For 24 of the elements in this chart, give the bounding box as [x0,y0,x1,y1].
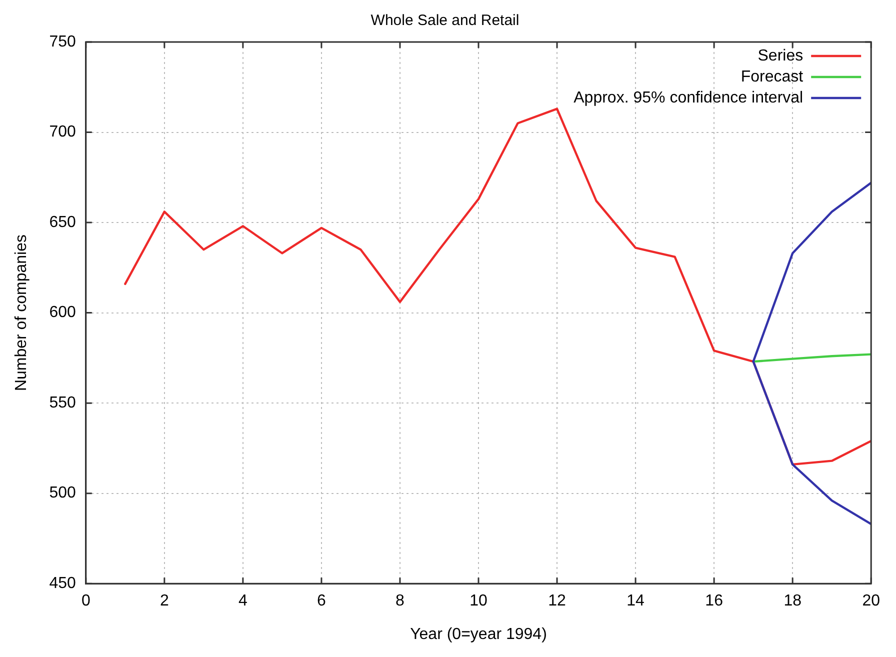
legend-label: Approx. 95% confidence interval [574,89,804,106]
legend-label: Series [758,47,804,64]
x-tick-label: 0 [81,592,90,610]
x-tick-label: 16 [705,592,724,610]
x-tick-label: 20 [862,592,880,610]
y-tick-label: 700 [49,124,76,141]
y-tick-label: 450 [49,575,76,592]
x-tick-label: 8 [396,592,405,610]
y-tick-label: 750 [49,33,76,50]
x-tick-label: 4 [238,592,248,610]
x-tick-label: 10 [470,592,488,610]
x-axis-title: Year (0=year 1994) [410,626,547,643]
x-tick-label: 18 [784,592,802,610]
x-tick-label: 12 [548,592,566,610]
y-tick-label: 600 [49,304,76,322]
chart-title: Whole Sale and Retail [370,12,520,30]
y-tick-label: 550 [49,394,76,412]
x-tick-label: 6 [317,592,326,610]
legend-label: Forecast [740,68,804,86]
y-tick-label: 500 [49,484,76,502]
x-tick-label: 2 [160,592,169,610]
x-tick-label: 14 [626,592,645,610]
y-tick-label: 650 [49,214,76,231]
y-axis-title: Number of companies [13,234,30,392]
